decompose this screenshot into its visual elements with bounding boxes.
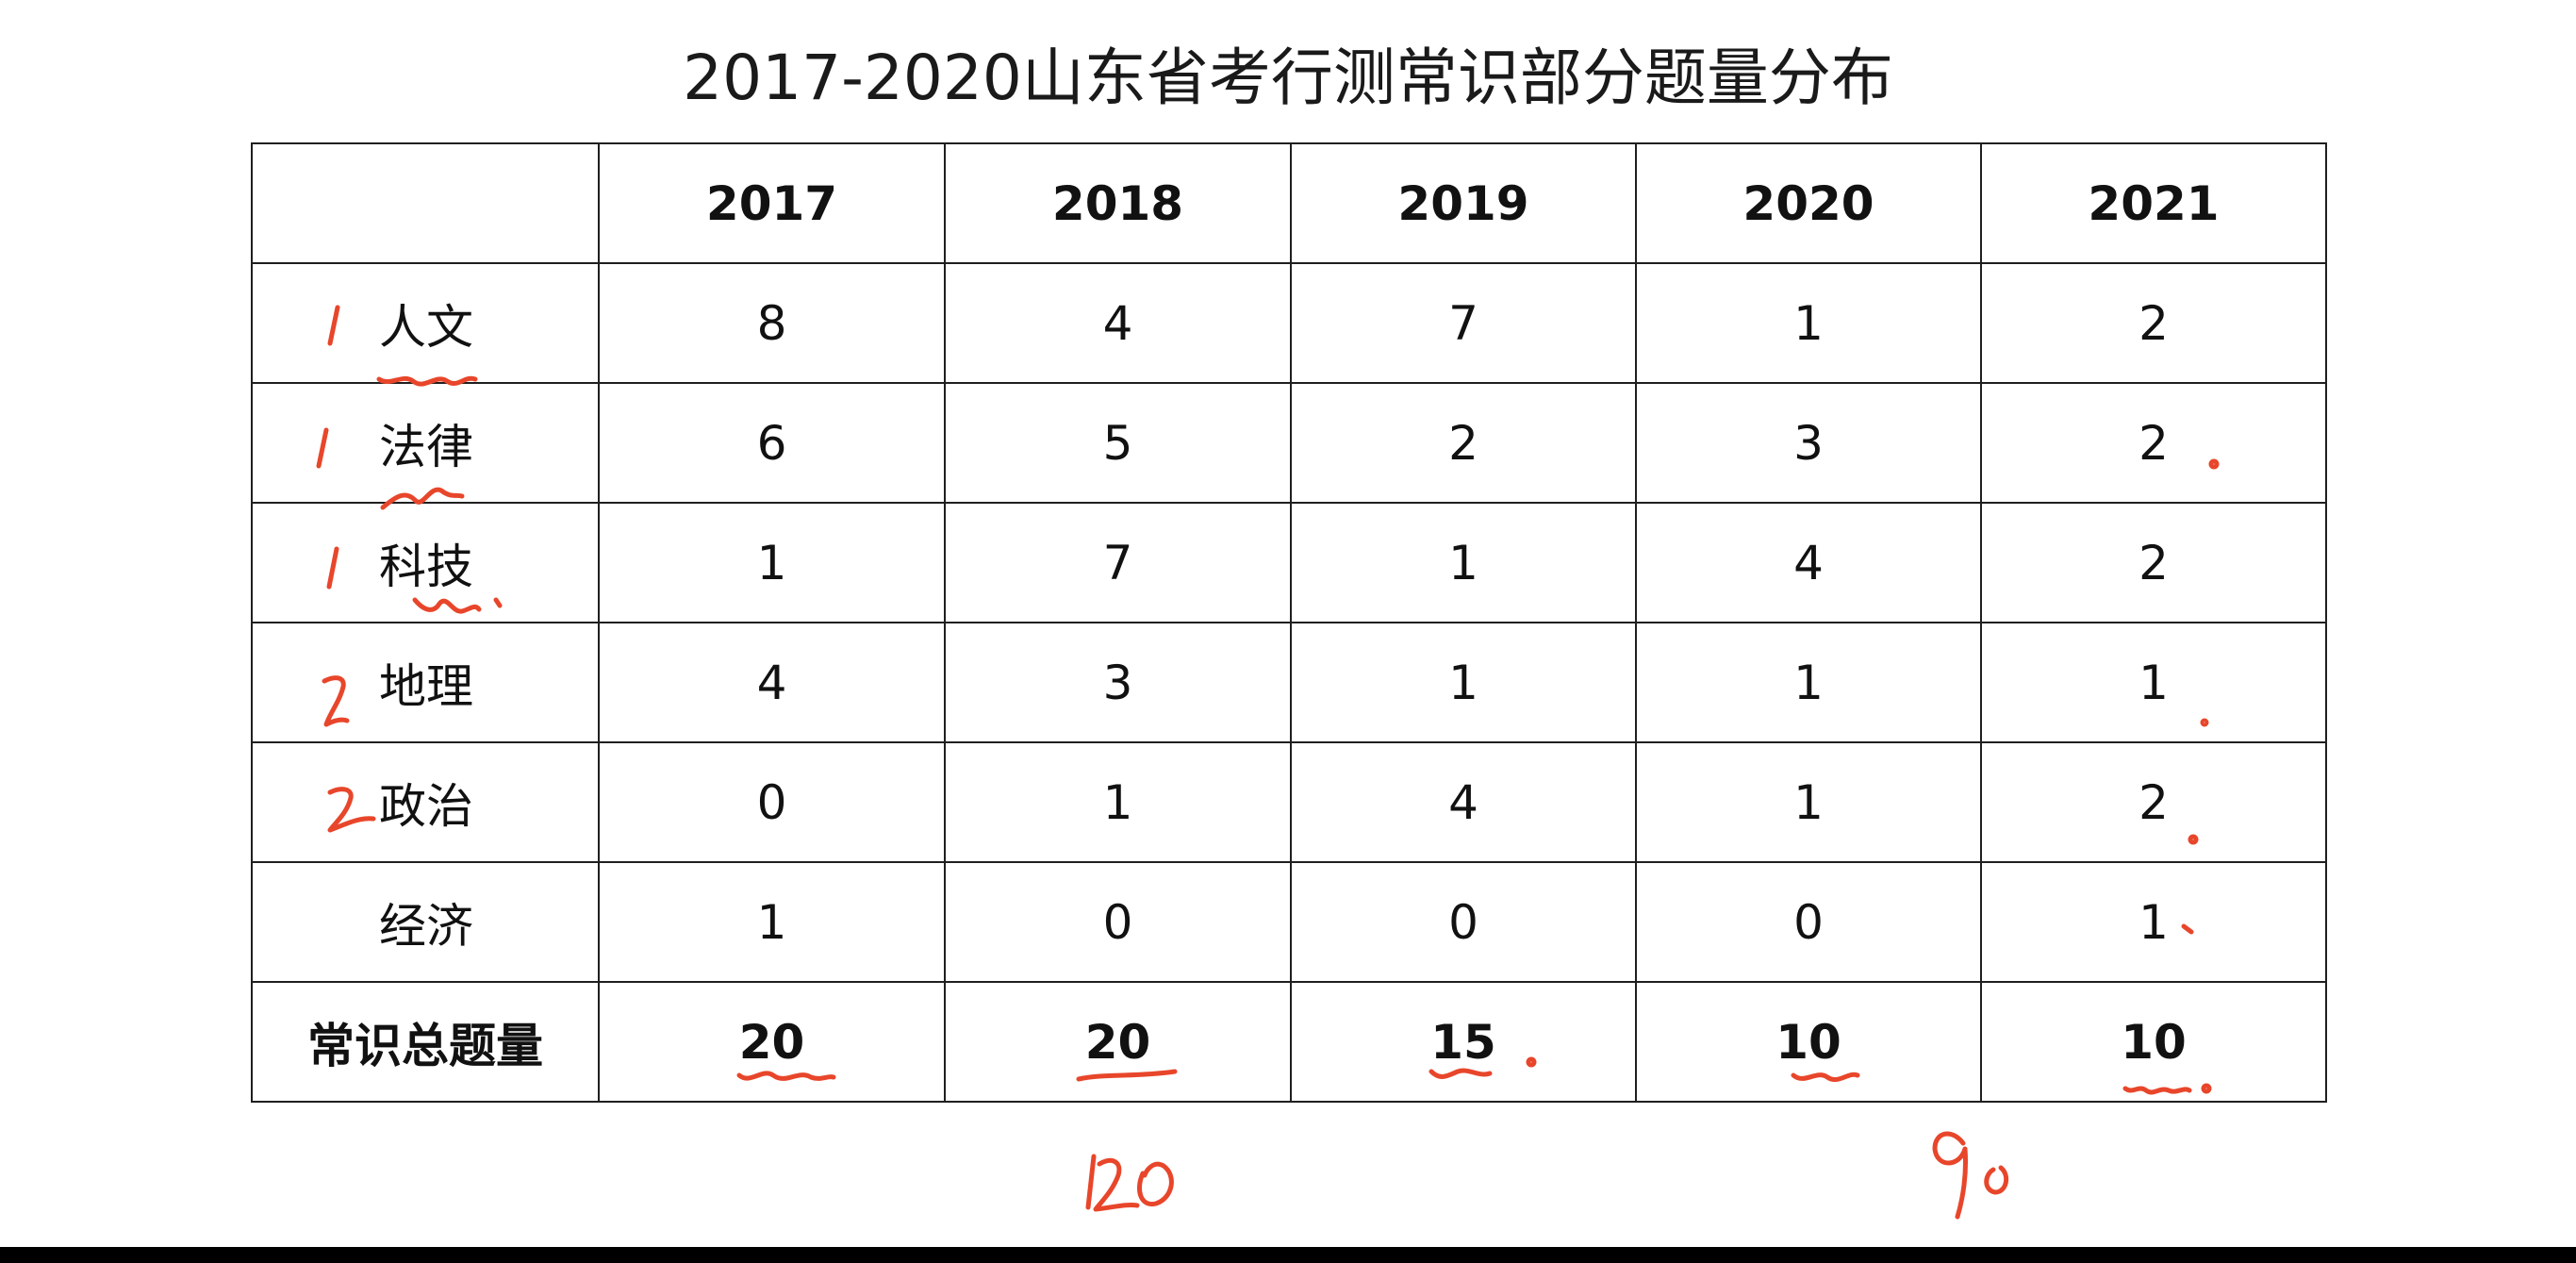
header-corner — [251, 142, 600, 264]
table-cell: 7 — [944, 502, 1292, 623]
table-cell: 3 — [944, 622, 1292, 743]
table-cell-2021: 2 — [1980, 502, 2327, 623]
table-cell-2021: 2 — [1980, 262, 2327, 384]
table-cell: 6 — [598, 382, 946, 504]
table-cell: 2 — [1290, 382, 1637, 504]
table-cell-2021: 1 — [1980, 861, 2327, 983]
table-cell: 1 — [598, 502, 946, 623]
total-cell: 15 — [1290, 981, 1637, 1103]
table-cell-2021: 2 — [1980, 382, 2327, 504]
table-cell: 0 — [944, 861, 1292, 983]
table-cell: 4 — [598, 622, 946, 743]
table-cell: 1 — [1635, 262, 1982, 384]
distribution-table: 2017 2018 2019 2020 2021 人文 8 4 7 1 2 法律… — [251, 142, 2327, 1103]
table-row: 人文 8 4 7 1 2 — [251, 262, 2327, 384]
row-label-politics: 政治 — [251, 741, 600, 863]
table-cell: 1 — [1635, 741, 1982, 863]
table-cell: 1 — [1635, 622, 1982, 743]
ink-sum-right — [1932, 1131, 2009, 1220]
table-cell: 0 — [1290, 861, 1637, 983]
table-cell: 7 — [1290, 262, 1637, 384]
table-cell: 1 — [1290, 502, 1637, 623]
total-cell-2021: 10 — [1980, 981, 2327, 1103]
total-label: 常识总题量 — [251, 981, 600, 1103]
table-row: 法律 6 5 2 3 2 — [251, 382, 2327, 504]
table-row: 科技 1 7 1 4 2 — [251, 502, 2327, 623]
table-cell: 0 — [598, 741, 946, 863]
table-cell: 0 — [1635, 861, 1982, 983]
table-cell: 4 — [1635, 502, 1982, 623]
table-cell-2021: 2 — [1980, 741, 2327, 863]
header-year-2019: 2019 — [1290, 142, 1637, 264]
header-year-2021: 2021 — [1980, 142, 2327, 264]
table-row: 经济 1 0 0 0 1 — [251, 861, 2327, 983]
row-label-law: 法律 — [251, 382, 600, 504]
table-cell: 1 — [598, 861, 946, 983]
table-row: 地理 4 3 1 1 1 — [251, 622, 2327, 743]
page-title: 2017-2020山东省考行测常识部分题量分布 — [683, 42, 1893, 114]
table-cell: 8 — [598, 262, 946, 384]
table-cell-2021: 1 — [1980, 622, 2327, 743]
table-cell: 1 — [1290, 622, 1637, 743]
total-cell: 20 — [598, 981, 946, 1103]
header-year-2018: 2018 — [944, 142, 1292, 264]
table-row: 政治 0 1 4 1 2 — [251, 741, 2327, 863]
table-cell: 4 — [1290, 741, 1637, 863]
table-cell: 5 — [944, 382, 1292, 504]
table-cell: 3 — [1635, 382, 1982, 504]
table-cell: 1 — [944, 741, 1292, 863]
table-cell: 4 — [944, 262, 1292, 384]
header-row: 2017 2018 2019 2020 2021 — [251, 142, 2327, 264]
header-year-2017: 2017 — [598, 142, 946, 264]
row-label-technology: 科技 — [251, 502, 600, 623]
row-label-humanities: 人文 — [251, 262, 600, 384]
ink-sum-left — [1085, 1154, 1174, 1212]
total-cell: 20 — [944, 981, 1292, 1103]
total-cell: 10 — [1635, 981, 1982, 1103]
total-row: 常识总题量 20 20 15 10 10 — [251, 981, 2327, 1103]
header-year-2020: 2020 — [1635, 142, 1982, 264]
row-label-geography: 地理 — [251, 622, 600, 743]
bottom-bar — [0, 1247, 2576, 1263]
row-label-economics: 经济 — [251, 861, 600, 983]
